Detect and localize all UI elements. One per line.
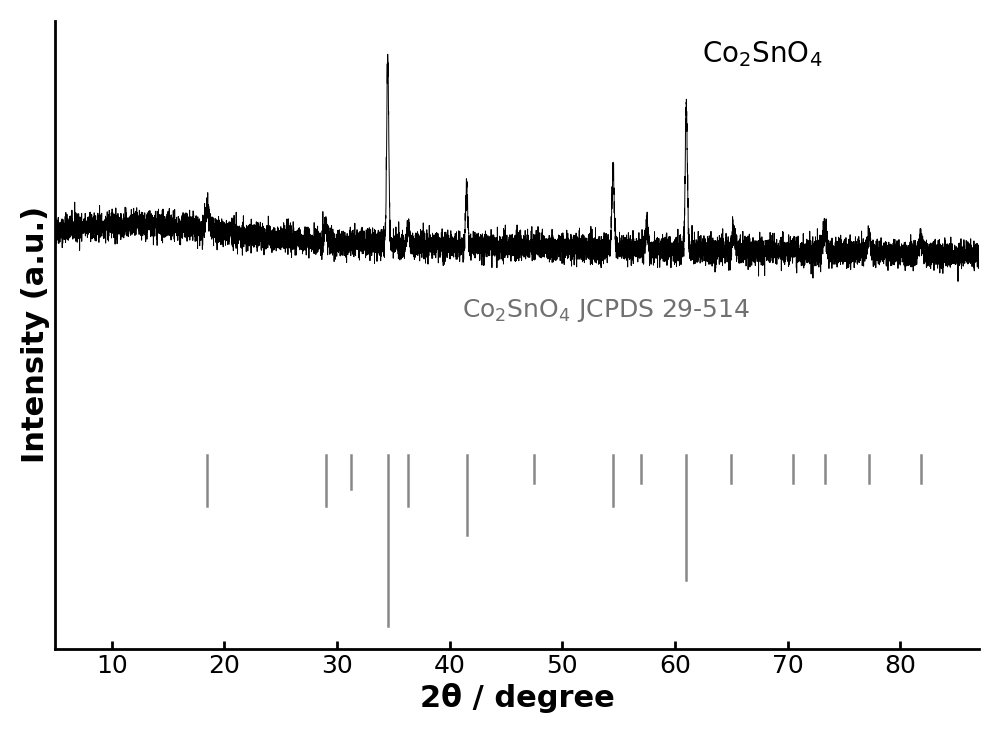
X-axis label: 2θ / degree: 2θ / degree bbox=[420, 683, 615, 713]
Text: Co$_2$SnO$_4$ JCPDS 29-514: Co$_2$SnO$_4$ JCPDS 29-514 bbox=[462, 297, 750, 324]
Y-axis label: Intensity (a.u.): Intensity (a.u.) bbox=[21, 206, 50, 463]
Text: Co$_2$SnO$_4$: Co$_2$SnO$_4$ bbox=[702, 40, 822, 70]
